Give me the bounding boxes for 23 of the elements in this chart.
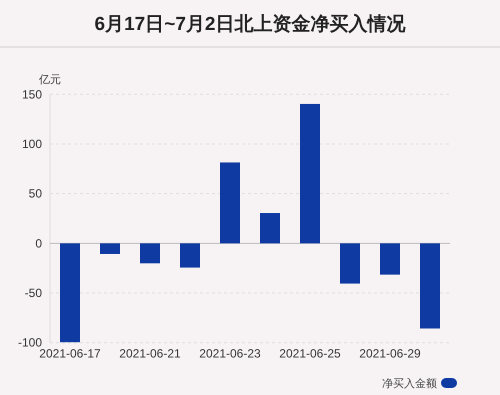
x-tick-label: 2021-06-25 bbox=[279, 346, 342, 361]
bar bbox=[100, 243, 120, 254]
bar bbox=[300, 104, 320, 244]
x-tick-label: 2021-06-23 bbox=[199, 346, 262, 361]
bar bbox=[420, 243, 440, 328]
bar bbox=[60, 243, 80, 342]
bar bbox=[180, 243, 200, 268]
y-tick-label: 0 bbox=[35, 236, 42, 250]
bar bbox=[260, 213, 280, 244]
bar bbox=[380, 243, 400, 275]
x-tick-label: 2021-06-21 bbox=[119, 346, 182, 361]
bar bbox=[140, 243, 160, 264]
y-axis-title: 亿元 bbox=[38, 74, 61, 86]
y-tick-label: 150 bbox=[22, 87, 42, 102]
y-tick-label: -50 bbox=[24, 286, 42, 300]
x-tick-label: 2021-06-29 bbox=[359, 346, 422, 361]
chart-title: 6月17日~7月2日北上资金净买入情况 bbox=[94, 13, 406, 35]
legend: 净买入金额 bbox=[382, 378, 457, 390]
y-tick-label: 50 bbox=[28, 186, 42, 201]
bar bbox=[220, 162, 240, 244]
y-tick-label: 100 bbox=[22, 136, 42, 151]
bar bbox=[340, 243, 360, 284]
legend-label: 净买入金额 bbox=[382, 377, 437, 390]
